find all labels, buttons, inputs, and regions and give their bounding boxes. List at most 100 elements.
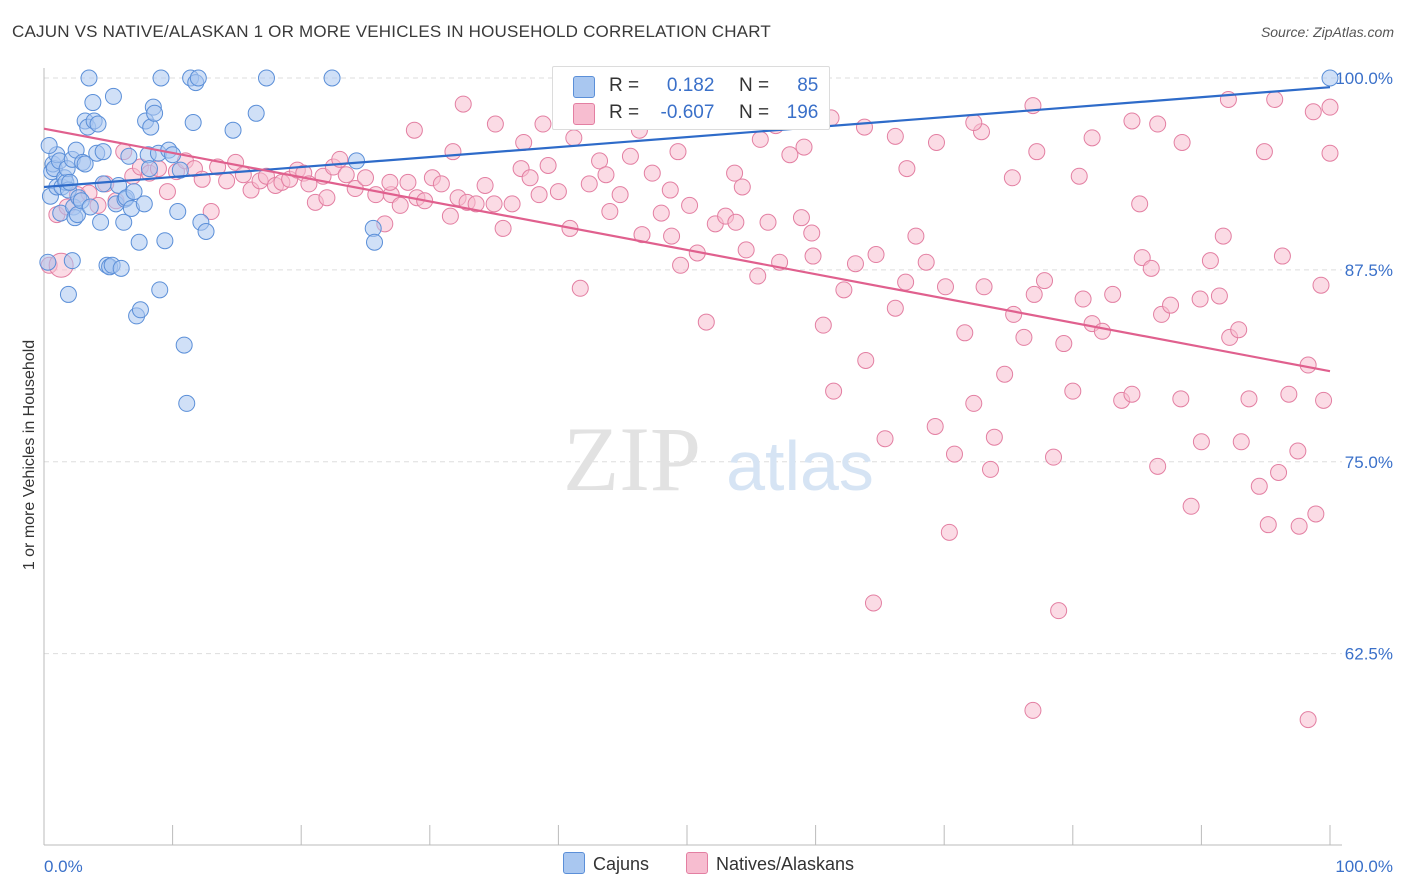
natives-point bbox=[1315, 391, 1333, 409]
natives-point bbox=[1273, 247, 1291, 265]
cajuns-trend-line bbox=[43, 86, 1331, 189]
natives-point bbox=[1131, 195, 1149, 213]
trend-lines bbox=[43, 86, 1331, 373]
correlation-legend: R = 0.182 N = 85 R = -0.607 N = 196 bbox=[552, 66, 830, 130]
cajuns-point bbox=[94, 143, 112, 161]
natives-point bbox=[1214, 227, 1232, 245]
natives-point bbox=[521, 169, 539, 187]
cajuns-point bbox=[178, 394, 196, 412]
natives-point bbox=[1104, 285, 1122, 303]
natives-point bbox=[1005, 305, 1023, 323]
natives-point bbox=[867, 246, 885, 264]
natives-point bbox=[1321, 144, 1339, 162]
legend-n-value: 196 bbox=[786, 102, 819, 123]
cajuns-point bbox=[140, 160, 158, 178]
natives-point bbox=[399, 173, 417, 191]
natives-point bbox=[1142, 259, 1160, 277]
cajuns-point bbox=[156, 232, 174, 250]
natives-point bbox=[917, 253, 935, 271]
natives-point bbox=[486, 115, 504, 133]
natives-point bbox=[864, 594, 882, 612]
natives-point bbox=[530, 186, 548, 204]
natives-point bbox=[1210, 287, 1228, 305]
natives-point bbox=[876, 430, 894, 448]
natives-point bbox=[1015, 328, 1033, 346]
natives-point bbox=[907, 227, 925, 245]
natives-point bbox=[337, 166, 355, 184]
legend-r-value: -0.607 bbox=[660, 102, 715, 123]
natives-trend-line bbox=[43, 127, 1331, 373]
natives-point bbox=[1123, 112, 1141, 130]
cajuns-point bbox=[120, 147, 138, 165]
natives-point bbox=[1024, 701, 1042, 719]
natives-point bbox=[549, 183, 567, 201]
tick-labels: 100.0% 87.5% 75.0% 62.5% 0.0% 100.0% bbox=[44, 69, 1393, 876]
natives-point bbox=[1266, 90, 1284, 108]
cajuns-point bbox=[40, 137, 58, 155]
legend-r-label: R = bbox=[609, 75, 640, 96]
watermark: ZIP atlas bbox=[563, 408, 874, 510]
natives-point bbox=[234, 166, 252, 184]
natives-point bbox=[661, 181, 679, 199]
natives-point bbox=[1230, 321, 1248, 339]
natives-point bbox=[621, 147, 639, 165]
cajuns-point bbox=[347, 152, 365, 170]
cajuns-point bbox=[104, 87, 122, 105]
natives-point bbox=[926, 417, 944, 435]
natives-point bbox=[601, 203, 619, 221]
natives-point bbox=[1191, 290, 1209, 308]
bottom-legend-natives[interactable]: Natives/Alaskans bbox=[686, 852, 854, 875]
cajuns-point bbox=[152, 69, 170, 87]
natives-point bbox=[927, 133, 945, 151]
natives-point bbox=[835, 281, 853, 299]
natives-point bbox=[1149, 457, 1167, 475]
cajuns-point bbox=[169, 203, 187, 221]
cajuns-point bbox=[61, 173, 79, 191]
watermark-zip: ZIP bbox=[563, 408, 701, 510]
natives-point bbox=[318, 189, 336, 207]
natives-point bbox=[781, 146, 799, 164]
natives-point bbox=[503, 195, 521, 213]
natives-point bbox=[996, 365, 1014, 383]
source-label: Source: ZipAtlas.com bbox=[1260, 24, 1394, 40]
natives-point bbox=[1083, 129, 1101, 147]
natives-point bbox=[1290, 517, 1308, 535]
legend-r-value: 0.182 bbox=[666, 75, 715, 96]
natives-point bbox=[441, 207, 459, 225]
legend-n-label: N = bbox=[738, 75, 770, 96]
natives-point bbox=[571, 279, 589, 297]
cajuns-point bbox=[171, 161, 189, 179]
natives-point bbox=[759, 213, 777, 231]
natives-point bbox=[597, 166, 615, 184]
natives-point bbox=[751, 130, 769, 148]
cajuns-point bbox=[112, 259, 130, 277]
natives-point bbox=[1025, 285, 1043, 303]
natives-point bbox=[158, 183, 176, 201]
natives-point bbox=[1064, 382, 1082, 400]
natives-point bbox=[975, 278, 993, 296]
natives-point bbox=[643, 164, 661, 182]
natives-point bbox=[591, 152, 609, 170]
cajuns-point bbox=[366, 233, 384, 251]
natives-point bbox=[886, 299, 904, 317]
natives-point bbox=[965, 394, 983, 412]
natives-point bbox=[857, 351, 875, 369]
natives-point bbox=[1299, 711, 1317, 729]
cajuns-point bbox=[92, 213, 110, 231]
natives-point bbox=[672, 256, 690, 274]
natives-point bbox=[1321, 98, 1339, 116]
cajuns-point bbox=[197, 223, 215, 240]
natives-point bbox=[733, 178, 751, 196]
legend-r-label: R = bbox=[609, 102, 640, 123]
bottom-legend-cajuns[interactable]: Cajuns bbox=[563, 852, 649, 875]
natives-point bbox=[1240, 390, 1258, 408]
bottom-legend-swatch-natives bbox=[686, 852, 708, 874]
natives-point bbox=[945, 445, 963, 463]
natives-point bbox=[940, 523, 958, 541]
cajuns-point bbox=[76, 155, 94, 173]
natives-point bbox=[1201, 252, 1219, 270]
natives-point bbox=[405, 121, 423, 139]
natives-point bbox=[611, 186, 629, 204]
natives-point bbox=[1050, 602, 1068, 620]
natives-point bbox=[897, 273, 915, 291]
